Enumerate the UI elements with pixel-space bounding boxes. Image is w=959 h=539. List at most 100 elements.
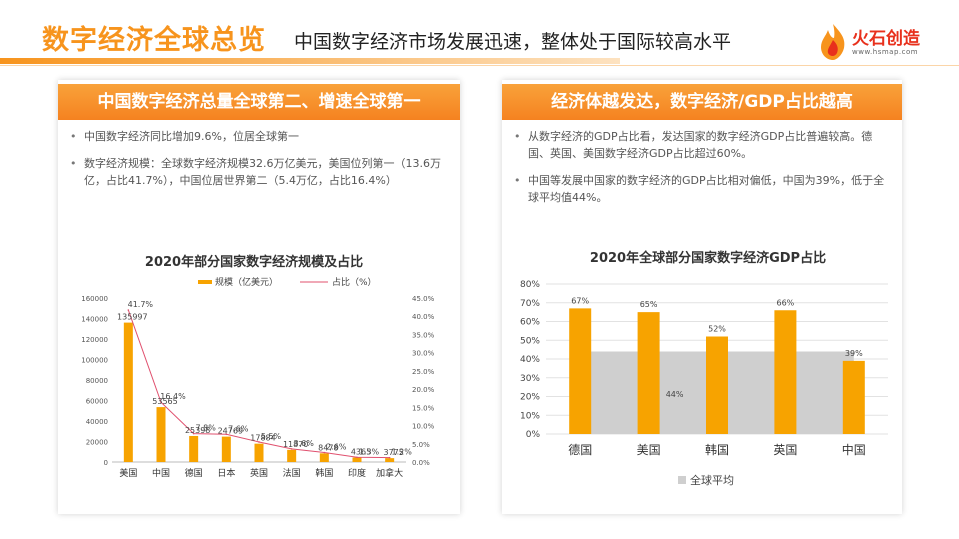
y-right-tick-label: 10.0%: [412, 423, 435, 431]
line-value-label: 1.2%: [392, 448, 413, 457]
x-tick-label: 法国: [283, 467, 301, 479]
y-tick-label: 60%: [520, 318, 540, 328]
chart-legend: 全球平均: [678, 473, 734, 487]
bar: [385, 458, 395, 462]
x-tick-label: 韩国: [315, 467, 333, 479]
line-point: [225, 433, 228, 436]
y-left-tick-label: 40000: [86, 418, 108, 426]
y-left-tick-label: 100000: [81, 357, 108, 365]
gdp-share-chart: 2020年全球部分国家数字经济GDP占比 0% 10% 20% 30% 40% 50% 60…: [520, 250, 888, 487]
line-point: [160, 401, 162, 404]
bar: [569, 308, 592, 434]
right-panel: 经济体越发达，数字经济/GDP占比越高 从数字经济的GDP占比看，发达国家的数字…: [502, 80, 902, 514]
line-point: [127, 309, 130, 311]
bullet-item: 中国数字经济同比增加9.6%，位居全球第一: [68, 128, 448, 145]
bar: [254, 443, 264, 462]
left-panel-heading: 中国数字经济总量全球第二、增速全球第一: [58, 84, 460, 120]
average-label: 44%: [666, 390, 684, 399]
bar: [189, 435, 199, 462]
y-tick-label: 30%: [520, 374, 540, 384]
x-tick-label: 英国: [773, 443, 797, 457]
bar-value-label: 4365: [351, 448, 371, 457]
bar: [156, 407, 166, 462]
legend-label: 占比（%）: [332, 276, 377, 288]
bar-value-label: 39%: [845, 349, 863, 358]
bar-value-label: 52%: [708, 325, 726, 334]
y-tick-label: 80%: [520, 280, 540, 290]
line-point: [388, 456, 391, 459]
bullet-item: 中国等发展中国家的数字经济的GDP占比相对偏低，中国为39%，低于全球平均值44…: [512, 172, 890, 206]
right-bullet-list: 从数字经济的GDP占比看，发达国家的数字经济GDP占比普遍较高。德国、英国、美国…: [512, 128, 890, 216]
x-tick-label: 中国: [152, 467, 170, 479]
x-tick-label: 韩国: [705, 442, 729, 457]
x-tick-label: 日本: [217, 467, 235, 479]
logo-text: 火石创造: [852, 29, 920, 49]
x-tick-label: 美国: [119, 467, 137, 479]
bar-value-label: 66%: [777, 298, 795, 307]
x-tick-label: 中国: [842, 442, 866, 457]
line-value-label: 1.3%: [359, 447, 380, 456]
title-divider: [0, 65, 959, 66]
y-tick-label: 0%: [526, 430, 541, 440]
y-tick-label: 40%: [520, 355, 540, 365]
legend-swatch-average: [678, 476, 686, 484]
x-tick-label: 德国: [185, 467, 203, 479]
logo-url: www.hsmap.com: [852, 48, 919, 56]
brand-logo: 火石创造 www.hsmap.com: [818, 20, 928, 64]
line-value-label: 7.8%: [196, 424, 217, 433]
y-tick-label: 20%: [520, 393, 540, 403]
x-tick-label: 德国: [568, 442, 592, 457]
y-right-tick-label: 30.0%: [412, 350, 435, 358]
y-right-tick-label: 40.0%: [412, 313, 435, 321]
bar: [123, 322, 133, 462]
line-point: [290, 448, 293, 450]
legend-label: 全球平均: [690, 473, 734, 487]
line-value-label: 2.6%: [326, 443, 347, 452]
y-left-tick-label: 140000: [81, 316, 108, 324]
y-left-tick-label: 0: [104, 459, 108, 467]
chart-title: 2020年全球部分国家数字经济GDP占比: [590, 250, 826, 266]
y-right-tick-label: 25.0%: [412, 368, 435, 376]
x-tick-label: 美国: [637, 443, 661, 457]
line-point: [356, 456, 358, 459]
legend-swatch-bar: [198, 280, 212, 284]
y-left-tick-label: 20000: [86, 439, 108, 447]
left-panel: 中国数字经济总量全球第二、增速全球第一 中国数字经济同比增加9.6%，位居全球第…: [58, 80, 460, 514]
line-point: [258, 441, 260, 443]
bar-value-label: 135997: [117, 313, 148, 322]
bar: [706, 336, 728, 434]
bar: [221, 436, 231, 462]
chart-legend: 规模（亿美元） 占比（%）: [198, 276, 377, 288]
y-right-tick-label: 20.0%: [412, 386, 435, 394]
y-left-tick-label: 80000: [86, 377, 108, 385]
y-right-tick-label: 45.0%: [412, 295, 435, 303]
bar-value-label: 65%: [640, 300, 658, 309]
bar: [637, 312, 660, 434]
x-tick-label: 加拿大: [376, 467, 403, 479]
y-right-tick-label: 35.0%: [412, 331, 435, 339]
bar: [287, 449, 297, 462]
line-value-label: 5.5%: [261, 432, 282, 441]
right-panel-heading: 经济体越发达，数字经济/GDP占比越高: [502, 84, 902, 120]
title-bar: 数字经济全球总览 中国数字经济市场发展迅速，整体处于国际较高水平 火石创造 ww…: [0, 0, 959, 70]
bar-value-label: 17884: [250, 434, 275, 443]
y-left-tick-label: 160000: [81, 295, 108, 303]
y-tick-label: 10%: [520, 411, 540, 421]
line-value-label: 7.6%: [228, 424, 249, 433]
bar-value-label: 8478: [318, 443, 338, 452]
y-right-tick-label: 5.0%: [412, 441, 430, 449]
page-title: 数字经济全球总览: [42, 25, 266, 56]
bar-value-label: 24769: [218, 427, 243, 436]
x-tick-label: 英国: [250, 467, 268, 479]
bar-value-label: 67%: [571, 296, 589, 305]
y-tick-label: 50%: [520, 336, 540, 346]
chart-title: 2020年部分国家数字经济规模及占比: [145, 254, 363, 270]
y-right-tick-label: 15.0%: [412, 404, 435, 412]
bar: [319, 453, 329, 462]
page-subtitle: 中国数字经济市场发展迅速，整体处于国际较高水平: [294, 31, 732, 53]
x-tick-label: 印度: [348, 467, 366, 479]
bar-value-label: 25398: [185, 426, 210, 435]
y-left-tick-label: 60000: [86, 398, 108, 406]
line-value-label: 16.4%: [160, 392, 186, 401]
bar: [774, 310, 797, 434]
